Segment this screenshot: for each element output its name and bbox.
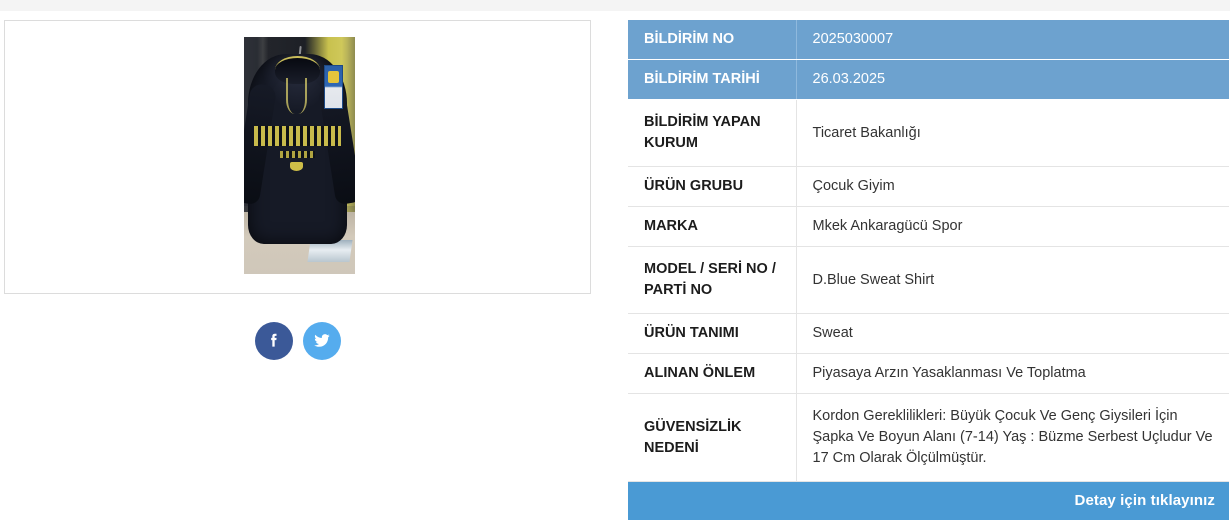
row-label-urun-tanimi: ÜRÜN TANIMI bbox=[628, 313, 796, 355]
row-value-bildirim-no: 2025030007 bbox=[795, 20, 1229, 61]
product-recall-page: BİLDİRİM NO 2025030007 BİLDİRİM TARİHİ 2… bbox=[0, 0, 1230, 447]
row-label-model-seri-no: MODEL / SERİ NO / PARTİ NO bbox=[628, 246, 796, 315]
price-tag bbox=[324, 65, 343, 109]
row-label-bildirim-no: BİLDİRİM NO bbox=[628, 20, 796, 61]
notification-details-column: BİLDİRİM NO 2025030007 BİLDİRİM TARİHİ 2… bbox=[628, 20, 1229, 520]
table-row: ALINAN ÖNLEM Piyasaya Arzın Yasaklanması… bbox=[628, 353, 1229, 395]
table-row: MODEL / SERİ NO / PARTİ NO D.Blue Sweat … bbox=[628, 246, 1229, 315]
row-label-alinan-onlem: ALINAN ÖNLEM bbox=[628, 353, 796, 395]
row-value-bildirim-yapan-kurum: Ticaret Bakanlığı bbox=[795, 99, 1229, 168]
row-label-guvensizlik-nedeni: GÜVENSİZLİK NEDENİ bbox=[628, 393, 796, 483]
row-value-model-seri-no: D.Blue Sweat Shirt bbox=[795, 246, 1229, 315]
top-band bbox=[0, 0, 1230, 11]
hoodie-chest-subtext bbox=[279, 151, 316, 158]
notification-info-table-body: BİLDİRİM NO 2025030007 BİLDİRİM TARİHİ 2… bbox=[628, 20, 1229, 483]
product-photo bbox=[244, 37, 355, 274]
row-label-bildirim-yapan-kurum: BİLDİRİM YAPAN KURUM bbox=[628, 99, 796, 168]
twitter-icon bbox=[314, 333, 330, 347]
facebook-share-button[interactable] bbox=[254, 322, 293, 360]
table-row: GÜVENSİZLİK NEDENİ Kordon Gereklilikleri… bbox=[628, 393, 1229, 483]
row-label-marka: MARKA bbox=[628, 206, 796, 248]
social-share-row bbox=[0, 322, 595, 360]
row-value-guvensizlik-nedeni: Kordon Gereklilikleri: Büyük Çocuk Ve Ge… bbox=[795, 393, 1229, 483]
table-row: ÜRÜN TANIMI Sweat bbox=[628, 313, 1229, 355]
row-label-urun-grubu: ÜRÜN GRUBU bbox=[628, 166, 796, 208]
notification-info-table: BİLDİRİM NO 2025030007 BİLDİRİM TARİHİ 2… bbox=[628, 20, 1229, 483]
table-row: BİLDİRİM NO 2025030007 bbox=[628, 20, 1229, 61]
twitter-share-button[interactable] bbox=[302, 322, 341, 360]
row-label-bildirim-tarihi: BİLDİRİM TARİHİ bbox=[628, 59, 796, 101]
row-value-bildirim-tarihi: 26.03.2025 bbox=[795, 59, 1229, 101]
table-row: BİLDİRİM TARİHİ 26.03.2025 bbox=[628, 59, 1229, 101]
table-row: BİLDİRİM YAPAN KURUM Ticaret Bakanlığı bbox=[628, 99, 1229, 168]
table-row: ÜRÜN GRUBU Çocuk Giyim bbox=[628, 166, 1229, 208]
facebook-icon bbox=[270, 333, 277, 347]
row-value-urun-grubu: Çocuk Giyim bbox=[795, 166, 1229, 208]
row-value-marka: Mkek Ankaragücü Spor bbox=[795, 206, 1229, 248]
row-value-urun-tanimi: Sweat bbox=[795, 313, 1229, 355]
hoodie-chest-print bbox=[253, 126, 342, 146]
row-value-alinan-onlem: Piyasaya Arzın Yasaklanması Ve Toplatma bbox=[795, 353, 1229, 395]
detail-link-bar[interactable]: Detay için tıklayınız bbox=[628, 482, 1229, 520]
hoodie-crest bbox=[289, 162, 303, 171]
table-row: MARKA Mkek Ankaragücü Spor bbox=[628, 206, 1229, 248]
product-image-panel bbox=[4, 20, 591, 294]
product-media-column bbox=[0, 0, 610, 447]
